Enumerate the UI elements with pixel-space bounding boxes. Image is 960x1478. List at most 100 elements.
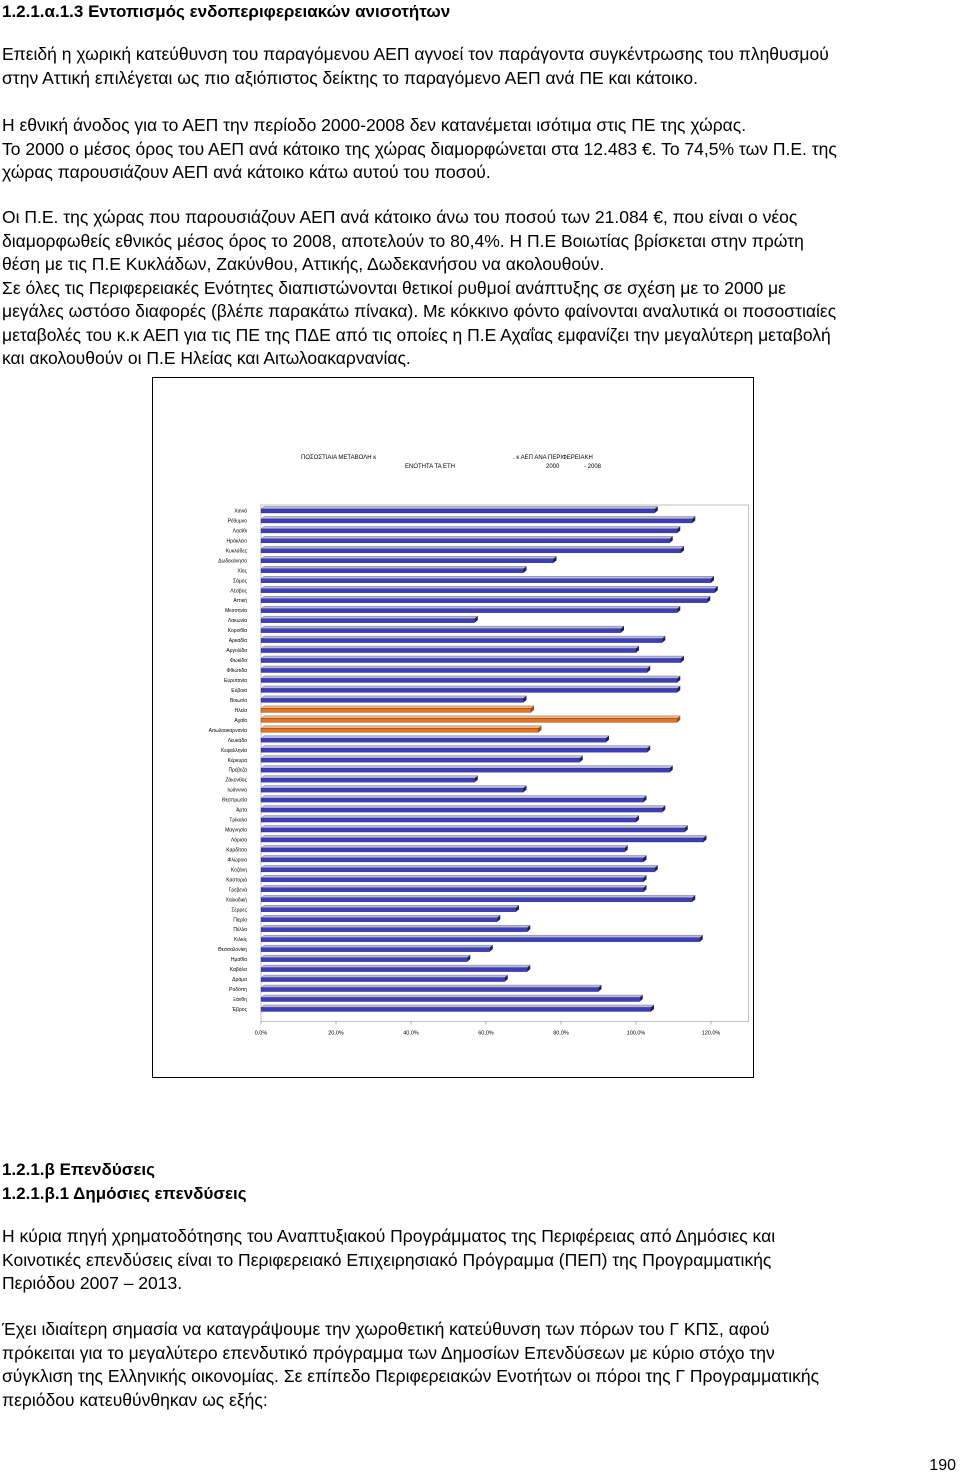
bar: [260, 837, 704, 843]
category-label: Σέρρες: [231, 906, 247, 913]
bar: [260, 718, 678, 723]
category-label: Χαλκιδική: [225, 896, 247, 903]
bar-top-face: [260, 616, 479, 619]
text-line: Κοινοτικές επενδύσεις είναι το Περιφερει…: [2, 1249, 772, 1270]
bar-side-face: [662, 636, 666, 643]
bar-top-face: [260, 526, 681, 530]
bar: [260, 827, 685, 833]
bar-top-face: [260, 984, 602, 988]
category-label: Καβάλα: [230, 966, 247, 973]
bar-side-face: [643, 855, 647, 862]
category-label: Αργολίδα: [226, 648, 247, 654]
bar-top-face: [260, 955, 471, 958]
category-label: Χανιά: [234, 508, 247, 515]
bar-side-face: [523, 566, 527, 573]
bar-top-face: [260, 695, 527, 699]
bar-side-face: [639, 995, 643, 1002]
bar-top-face: [260, 905, 520, 908]
bar-side-face: [692, 516, 696, 523]
x-tick-label: 0,0%: [255, 1030, 268, 1036]
bar-top-face: [260, 765, 674, 769]
category-label: Λέσβος: [230, 587, 247, 594]
bar: [260, 877, 644, 883]
category-label: Φωκίδα: [230, 658, 247, 664]
bar: [260, 628, 622, 633]
category-label: Δωδεκάνησα: [218, 557, 247, 564]
bar-side-face: [624, 845, 628, 852]
bar-top-face: [260, 685, 681, 689]
bar: [260, 957, 468, 962]
bar-side-face: [662, 805, 666, 813]
text-line: μεταβολές του κ.κ ΑΕΠ για τις ΠΕ της ΠΔΕ…: [2, 324, 831, 345]
category-label: Λάρισα: [231, 837, 247, 844]
bar-top-face: [260, 895, 696, 898]
text-line: Η εθνική άνοδος για το ΑΕΠ την περίοδο 2…: [2, 115, 747, 135]
chart-plot-area: 0,0% 20,0% 40,0% 60,0% 80,0% 100,0% 120,0% Χανι…: [209, 504, 749, 1036]
bar-top-face: [260, 576, 715, 579]
bar-top-face: [260, 635, 666, 639]
paragraph-gdp-attica: Επειδή η χωρική κατεύθυνση του παραγόμεν…: [2, 43, 957, 90]
bar: [260, 688, 678, 693]
category-label: Αχαΐα: [234, 717, 247, 724]
bar: [260, 738, 607, 743]
bar-side-face: [606, 735, 609, 743]
bar-top-face: [260, 785, 527, 789]
text-line: χώρας παρουσιάζουν ΑΕΠ ανά κάτοικο κάτω …: [2, 162, 491, 182]
bar: [260, 518, 693, 524]
bar: [260, 817, 637, 823]
category-label: Πρέβεζα: [228, 767, 247, 774]
category-label: Δράμα: [232, 976, 247, 983]
bar: [260, 598, 708, 603]
bar-top-face: [260, 885, 647, 889]
chart-title-part: - 2008: [584, 464, 602, 470]
category-label: Κεφαλληνία: [221, 748, 247, 754]
bar-side-face: [711, 576, 714, 583]
bar: [260, 658, 682, 663]
text-line: σύγκλιση της Ελληνικής οικονομίας. Σε επ…: [2, 1366, 820, 1386]
chart-title-part: ΕΝΟΤΗΤΑ ΤΑ ΕΤΗ: [405, 464, 455, 470]
bar: [260, 508, 655, 514]
bar-top-face: [260, 536, 674, 540]
paragraph-pep-funding: Η κύρια πηγή χρηματοδότησης του Αναπτυξι…: [2, 1225, 957, 1296]
bar-top-face: [260, 546, 685, 550]
bar-top-face: [260, 735, 610, 739]
bar-top-face: [260, 606, 681, 609]
category-label: Ιωάννινα: [227, 787, 247, 794]
x-tick-label: 100,0%: [627, 1030, 646, 1036]
bar-top-face: [260, 815, 640, 819]
bar-side-face: [699, 935, 703, 942]
bar-side-face: [523, 785, 527, 793]
category-label: Μαγνησία: [225, 828, 247, 834]
bar-chart-svg: ΠΟΣΟΣΤΙΑΙΑ ΜΕΤΑΒΟΛΗ κ . κ ΑΕΠ ΑΝΑ ΠΕΡΙΦΕ…: [209, 455, 749, 1036]
category-label: Τρίκαλα: [229, 818, 247, 824]
bar-top-face: [260, 805, 666, 809]
bar: [260, 867, 655, 873]
bar: [260, 927, 528, 932]
bar-top-face: [260, 795, 647, 799]
bar: [260, 678, 678, 683]
bar: [260, 588, 715, 593]
bar-side-face: [669, 765, 673, 773]
bar-side-face: [669, 536, 673, 543]
bar: [260, 638, 663, 643]
category-label: Αττική: [233, 597, 247, 604]
bar-top-face: [260, 855, 647, 859]
category-label: Άρτα: [236, 808, 247, 814]
bar-top-face: [260, 705, 535, 709]
bar: [260, 997, 640, 1002]
bar-side-face: [714, 586, 718, 593]
bar-top-face: [260, 586, 719, 589]
bar-side-face: [654, 506, 658, 513]
bar-top-face: [260, 566, 527, 569]
bar-top-face: [260, 725, 542, 729]
bar-top-face: [260, 865, 659, 869]
bar-side-face: [598, 985, 602, 992]
bar: [260, 558, 554, 564]
bar-top-face: [260, 964, 531, 968]
bar: [260, 807, 663, 813]
category-label: Ξάνθη: [233, 996, 247, 1003]
bar-top-face: [260, 506, 659, 510]
bar-side-face: [692, 895, 696, 902]
category-label: Βοιωτία: [230, 698, 247, 704]
bar-side-face: [643, 885, 647, 892]
